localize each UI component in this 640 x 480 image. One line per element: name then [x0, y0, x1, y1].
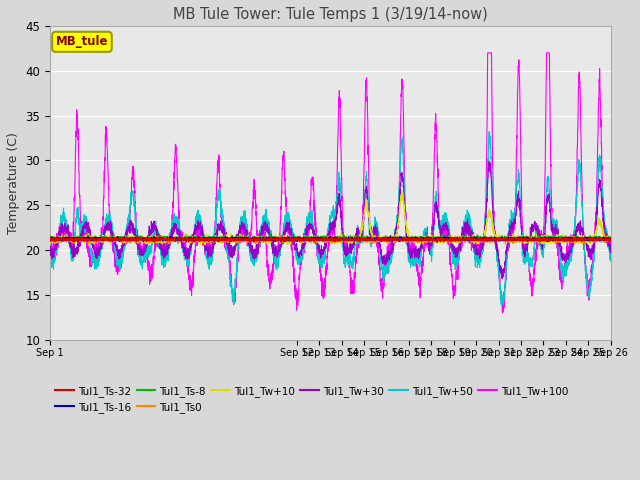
Tul1_Tw+50: [607, 254, 614, 260]
Tul1_Ts-16: [167, 233, 175, 239]
Tul1_Ts-32: [607, 238, 614, 244]
Tul1_Ts-16: [46, 236, 54, 242]
Tul1_Ts-16: [166, 237, 174, 242]
Tul1_Ts-8: [607, 234, 614, 240]
Tul1_Tw+50: [166, 232, 174, 238]
Tul1_Ts-32: [46, 234, 54, 240]
Tul1_Ts-16: [385, 238, 393, 244]
Tul1_Tw+100: [484, 50, 492, 56]
Tul1_Ts0: [46, 237, 54, 243]
Tul1_Ts-32: [166, 236, 174, 242]
Tul1_Tw+100: [395, 192, 403, 197]
Tul1_Ts0: [252, 241, 260, 247]
Tul1_Tw+10: [46, 239, 54, 245]
Tul1_Ts0: [203, 234, 211, 240]
Tul1_Ts-16: [554, 235, 561, 240]
Tul1_Tw+10: [607, 238, 614, 244]
Tul1_Ts-32: [138, 234, 145, 240]
Tul1_Tw+30: [385, 255, 393, 261]
Tul1_Tw+50: [499, 302, 507, 308]
Line: Tul1_Tw+100: Tul1_Tw+100: [50, 53, 611, 313]
Tul1_Tw+100: [607, 239, 614, 244]
Tul1_Ts-32: [396, 237, 403, 242]
Tul1_Tw+50: [203, 250, 211, 255]
Line: Tul1_Ts-32: Tul1_Ts-32: [50, 237, 611, 242]
Tul1_Ts0: [554, 237, 561, 243]
Tul1_Ts-8: [46, 237, 54, 243]
Y-axis label: Temperature (C): Temperature (C): [7, 132, 20, 234]
Tul1_Tw+50: [485, 129, 493, 134]
Tul1_Ts-32: [385, 236, 393, 241]
Tul1_Ts-8: [203, 235, 211, 240]
Tul1_Tw+100: [554, 252, 561, 258]
Line: Tul1_Ts0: Tul1_Ts0: [50, 235, 611, 244]
Tul1_Tw+30: [499, 276, 506, 281]
Tul1_Tw+10: [203, 238, 211, 243]
Tul1_Ts-8: [554, 235, 561, 241]
Tul1_Tw+10: [398, 188, 406, 193]
Tul1_Ts-8: [166, 237, 174, 243]
Tul1_Ts-32: [554, 237, 561, 242]
Tul1_Ts0: [166, 237, 174, 243]
Tul1_Tw+30: [607, 245, 614, 251]
Tul1_Ts0: [396, 237, 403, 243]
Tul1_Tw+100: [166, 234, 174, 240]
Line: Tul1_Tw+30: Tul1_Tw+30: [50, 161, 611, 278]
Tul1_Ts-32: [150, 239, 158, 245]
Tul1_Tw+30: [46, 246, 54, 252]
Tul1_Ts-8: [385, 239, 393, 244]
Tul1_Tw+30: [166, 234, 174, 240]
Tul1_Tw+100: [385, 253, 393, 259]
Tul1_Ts-16: [433, 240, 441, 245]
Tul1_Tw+100: [203, 238, 211, 244]
Tul1_Ts-8: [266, 231, 274, 237]
Line: Tul1_Tw+50: Tul1_Tw+50: [50, 132, 611, 305]
Tul1_Tw+30: [607, 245, 614, 251]
Tul1_Tw+50: [46, 255, 54, 261]
Text: MB_tule: MB_tule: [56, 36, 108, 48]
Tul1_Tw+100: [607, 244, 614, 250]
Tul1_Tw+10: [395, 214, 403, 219]
Tul1_Ts-16: [607, 235, 614, 241]
Legend: Tul1_Ts-32, Tul1_Ts-16, Tul1_Ts-8, Tul1_Ts0, Tul1_Tw+10, Tul1_Tw+30, Tul1_Tw+50,: Tul1_Ts-32, Tul1_Ts-16, Tul1_Ts-8, Tul1_…: [55, 386, 568, 413]
Tul1_Ts-8: [408, 240, 415, 245]
Tul1_Tw+50: [554, 225, 561, 230]
Tul1_Tw+50: [607, 258, 614, 264]
Tul1_Ts-32: [203, 237, 211, 242]
Tul1_Tw+10: [385, 240, 393, 245]
Tul1_Ts0: [607, 236, 614, 242]
Tul1_Tw+100: [499, 310, 506, 316]
Tul1_Tw+30: [395, 206, 403, 212]
Tul1_Tw+10: [85, 242, 93, 248]
Title: MB Tule Tower: Tule Temps 1 (3/19/14-now): MB Tule Tower: Tule Temps 1 (3/19/14-now…: [173, 7, 488, 22]
Tul1_Ts-8: [607, 236, 614, 241]
Tul1_Tw+30: [485, 158, 493, 164]
Tul1_Tw+50: [385, 260, 393, 266]
Tul1_Ts-16: [395, 236, 403, 242]
Tul1_Ts-8: [395, 237, 403, 243]
Tul1_Ts0: [150, 232, 158, 238]
Tul1_Tw+10: [166, 236, 174, 242]
Tul1_Tw+30: [554, 229, 561, 235]
Tul1_Tw+10: [607, 236, 614, 242]
Tul1_Ts0: [385, 235, 393, 240]
Line: Tul1_Ts-16: Tul1_Ts-16: [50, 236, 611, 242]
Tul1_Tw+10: [554, 239, 561, 244]
Tul1_Ts-16: [203, 235, 211, 241]
Tul1_Ts-32: [607, 237, 614, 242]
Line: Tul1_Tw+10: Tul1_Tw+10: [50, 191, 611, 245]
Tul1_Ts0: [607, 237, 614, 243]
Tul1_Ts-16: [607, 237, 614, 242]
Tul1_Tw+100: [46, 253, 54, 259]
Line: Tul1_Ts-8: Tul1_Ts-8: [50, 234, 611, 242]
Tul1_Tw+50: [395, 190, 403, 195]
Tul1_Tw+30: [203, 247, 211, 253]
